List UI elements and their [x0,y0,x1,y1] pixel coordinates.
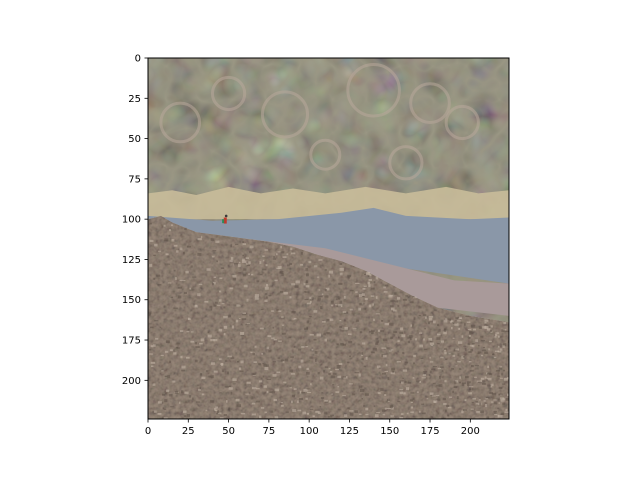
distant-mountains [148,186,509,220]
sky-swirl [444,104,480,141]
sky-swirl [159,101,202,144]
sky-swirl [210,75,247,112]
sky-swirl [346,62,401,118]
x-tick-label: 150 [380,426,399,437]
sky-swirl [260,90,310,139]
sky-swirl [388,145,424,181]
y-axis: 0 25 50 75 100 125 150 175 200 [122,54,148,387]
x-axis: 0 25 50 75 100 125 150 175 200 [145,419,480,437]
y-tick-label: 125 [122,255,141,266]
x-tick-label: 200 [461,426,480,437]
plot-frame [147,57,510,420]
sky-swirls [159,62,480,181]
x-tick-label: 50 [222,426,235,437]
hiker-figure [222,214,228,224]
lake-band [148,207,509,284]
x-tick-label: 125 [340,426,359,437]
sky-swirl [309,138,342,171]
sky-swirl [409,82,451,124]
y-tick-label: 150 [122,295,141,306]
y-tick-label: 0 [135,54,141,65]
x-tick-label: 75 [263,426,276,437]
y-tick-label: 200 [122,376,141,387]
y-tick-label: 100 [122,215,141,226]
x-tick-label: 0 [145,426,151,437]
x-tick-label: 100 [300,426,319,437]
y-tick-label: 75 [128,174,141,185]
rock-texture [148,222,509,419]
y-tick-label: 50 [128,134,141,145]
y-tick-label: 175 [122,336,141,347]
x-tick-label: 25 [182,426,195,437]
x-tick-label: 175 [420,426,439,437]
image-content [148,58,509,419]
y-tick-label: 25 [128,94,141,105]
